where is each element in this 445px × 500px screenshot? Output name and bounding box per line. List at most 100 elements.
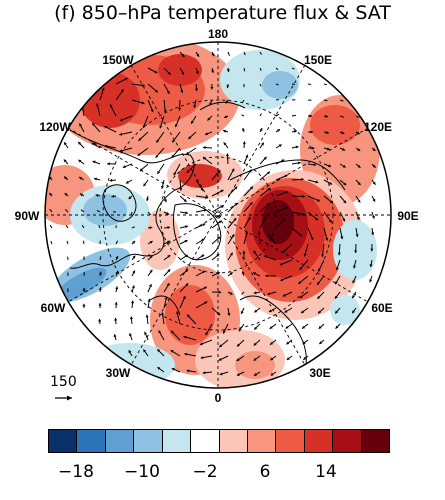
flux-vector xyxy=(131,226,136,229)
flux-vector-head xyxy=(369,279,373,283)
flux-vector-head xyxy=(185,283,189,287)
flux-vector-head xyxy=(78,159,82,163)
colorbar-swatch xyxy=(219,430,248,452)
flux-vector-head xyxy=(282,293,286,297)
flux-vector-head xyxy=(253,342,257,346)
colorbar-swatch xyxy=(361,430,390,452)
flux-vector-head xyxy=(238,328,242,332)
flux-vector-head xyxy=(218,220,222,224)
flux-vector-head xyxy=(337,252,341,256)
flux-vector-head xyxy=(302,341,306,345)
flux-vector-head xyxy=(270,341,273,345)
flux-vector xyxy=(259,67,262,71)
colorbar-tick-label: −18 xyxy=(58,462,94,482)
flux-vector-head xyxy=(205,195,208,199)
flux-vector-head xyxy=(167,240,171,244)
colorbar-swatch xyxy=(77,430,106,452)
flux-vector-head xyxy=(286,357,290,360)
flux-vector-head xyxy=(128,350,132,354)
flux-vector-head xyxy=(265,274,268,278)
flux-vector-head xyxy=(147,298,151,302)
flux-vector-head xyxy=(254,326,258,330)
flux-vector-head xyxy=(318,325,322,329)
flux-vector-head xyxy=(187,314,190,318)
flux-vector xyxy=(259,51,262,55)
flux-vector-head xyxy=(80,193,83,197)
flux-vector-head xyxy=(227,313,231,316)
flux-vector-head xyxy=(282,250,286,253)
flux-vector xyxy=(99,256,102,261)
flux-vector-head xyxy=(354,250,358,253)
flux-vector-head xyxy=(313,163,317,167)
flux-vector xyxy=(259,83,262,87)
flux-vector-head xyxy=(167,255,171,258)
flux-vector xyxy=(96,209,101,213)
flux-vector-head xyxy=(211,70,215,73)
colorbar-swatch xyxy=(304,430,334,452)
flux-vector-head xyxy=(191,120,194,124)
flux-vector-head xyxy=(137,153,141,156)
flux-vector-head xyxy=(261,142,264,146)
flux-vector-head xyxy=(200,187,204,191)
flux-vector-head xyxy=(145,314,149,318)
flux-vector-head xyxy=(157,170,161,174)
flux-vector-head xyxy=(303,253,307,257)
flux-vector-head xyxy=(141,101,145,105)
flux-vector-head xyxy=(299,267,303,270)
colorbar-tick-label: 6 xyxy=(259,462,271,482)
lon-label-180: 180 xyxy=(208,27,228,41)
flux-vector-head xyxy=(254,309,258,313)
flux-vector-head xyxy=(163,199,167,203)
flux-vector-head xyxy=(372,148,376,151)
flux-vector xyxy=(291,67,295,70)
flux-vector-head xyxy=(207,117,211,121)
flux-vector-head xyxy=(111,194,115,198)
flux-vector-head xyxy=(166,283,170,287)
flux-vector-head xyxy=(138,137,142,141)
flux-vector xyxy=(82,240,85,245)
flux-vector-head xyxy=(234,186,238,190)
flux-vector-head xyxy=(171,330,174,334)
flux-vector xyxy=(339,99,344,102)
flux-vector xyxy=(242,99,245,103)
flux-vector-head xyxy=(325,114,329,118)
flux-vector-head xyxy=(185,225,188,229)
flux-vector-head xyxy=(342,147,346,151)
flux-vector-head xyxy=(226,85,230,89)
flux-vector-head xyxy=(78,141,82,145)
flux-vector-head xyxy=(301,212,305,216)
flux-vector-head xyxy=(114,317,118,321)
flux-vector-head xyxy=(142,125,146,129)
flux-vector-head xyxy=(353,265,356,269)
colorbar-tick-label: −2 xyxy=(192,462,218,482)
flux-vector-head xyxy=(183,335,187,339)
flux-vector-head xyxy=(115,271,119,275)
flux-vector-head xyxy=(341,131,345,135)
flux-vector-head xyxy=(79,123,82,127)
flux-vector-head xyxy=(202,223,206,227)
flux-vector-head xyxy=(242,141,246,145)
flux-vector xyxy=(227,51,230,56)
flux-vector-head xyxy=(128,196,132,199)
flux-vector-head xyxy=(156,139,160,143)
flux-vector-head xyxy=(326,131,329,134)
flux-vector-head xyxy=(352,310,355,314)
flux-vector-head xyxy=(183,199,187,202)
flux-vector xyxy=(291,114,297,117)
colorbar-swatch xyxy=(247,430,277,452)
flux-vector-head xyxy=(357,164,361,168)
flux-vector-head xyxy=(113,334,117,338)
flux-vector-head xyxy=(223,129,226,133)
flux-vector-head xyxy=(220,189,224,193)
flux-vector-head xyxy=(263,255,267,259)
flux-vector-head xyxy=(217,170,221,173)
flux-vector-head xyxy=(355,234,359,237)
flux-vector-head xyxy=(316,198,320,202)
flux-vector-head xyxy=(114,302,118,305)
flux-vector-head xyxy=(184,352,188,356)
flux-vector-head xyxy=(92,160,96,164)
flux-vector-head xyxy=(217,312,221,316)
lon-label-150w: 150W xyxy=(102,53,134,67)
flux-vector-head xyxy=(356,131,360,135)
flux-vector-head xyxy=(203,146,206,150)
